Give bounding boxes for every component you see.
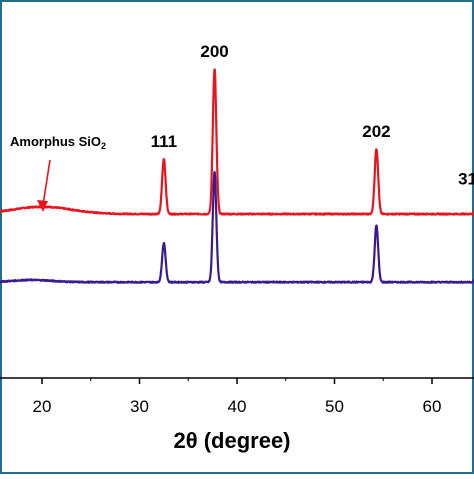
peak-label-200: 200 [200, 42, 228, 61]
peak-labels: 111 200 202 311 [151, 42, 474, 189]
series-line-2 [0, 171, 474, 284]
x-axis-title: 2θ (degree) [173, 428, 290, 453]
x-tick-label-40: 40 [228, 397, 247, 416]
annotation-amorphous-sio2: Amorphus SiO2 [10, 134, 106, 151]
annotation-arrow-shaft [42, 159, 51, 206]
x-axis-ticks: 20 30 40 50 60 [33, 378, 442, 416]
annotation-arrow-head [37, 200, 48, 212]
annotation-layer: Amorphus SiO2 [10, 134, 106, 212]
series-layer [0, 68, 474, 284]
x-tick-label-60: 60 [423, 397, 442, 416]
x-tick-label-30: 30 [130, 397, 149, 416]
series-line-1 [0, 68, 474, 216]
peak-label-311: 311 [458, 170, 474, 189]
x-tick-label-20: 20 [33, 397, 52, 416]
annotation-subscript: 2 [101, 141, 106, 151]
peak-label-111: 111 [151, 132, 178, 151]
peak-label-202: 202 [362, 122, 390, 141]
x-tick-label-50: 50 [325, 397, 344, 416]
